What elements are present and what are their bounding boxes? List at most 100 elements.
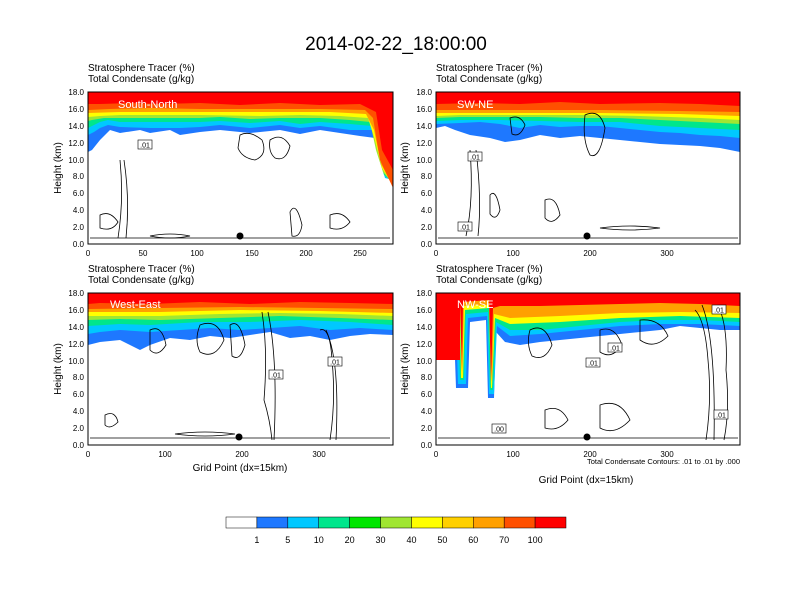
- y-tick-label: 14.0: [68, 122, 84, 131]
- x-tick-label: 250: [353, 249, 367, 258]
- panel-nw-se: Stratosphere Tracer (%) Total Condensate…: [400, 264, 741, 486]
- panel-variable-line2: Total Condensate (g/kg): [88, 275, 194, 286]
- contour-label: .01: [610, 346, 620, 353]
- tracer-band-5: [436, 293, 740, 385]
- y-tick-label: 2.0: [73, 424, 85, 433]
- panel-variable-line2: Total Condensate (g/kg): [436, 74, 542, 85]
- plot-frame: [87, 91, 394, 245]
- panel-variable-line1: Stratosphere Tracer (%): [88, 264, 195, 275]
- y-tick-label: 10.0: [416, 156, 432, 165]
- x-tick-label: 200: [235, 450, 249, 459]
- x-tick-label: 100: [190, 249, 204, 258]
- colorbar: 1 5 10 20 30 40 50 60 70 100: [225, 516, 567, 545]
- x-tick-label: 300: [312, 450, 326, 459]
- colorbar-label: 20: [345, 535, 355, 545]
- y-tick-label: 4.0: [421, 407, 433, 416]
- location-marker: [235, 433, 243, 441]
- panel-label: NW-SE: [457, 299, 493, 311]
- x-axis: 0 100 200 300: [434, 249, 674, 258]
- y-axis: 0.0 2.0 4.0 6.0 8.0 10.0 12.0 14.0 16.0 …: [416, 88, 432, 249]
- colorbar-swatch: [318, 516, 350, 529]
- contour-label-box: .01: [607, 342, 623, 353]
- contour-label: .01: [271, 373, 281, 380]
- panel-variable-line2: Total Condensate (g/kg): [436, 275, 542, 286]
- x-tick-label: 200: [583, 249, 597, 258]
- y-tick-label: 2.0: [73, 223, 85, 232]
- y-tick-label: 18.0: [68, 289, 84, 298]
- contour-label-box: .01: [137, 139, 153, 150]
- y-tick-label: 4.0: [421, 206, 433, 215]
- tracer-band-8: [436, 92, 740, 106]
- colorbar-swatch: [473, 516, 505, 529]
- x-axis: 0 100 200 300: [434, 450, 674, 459]
- y-tick-label: 16.0: [416, 306, 432, 315]
- y-tick-label: 0.0: [73, 240, 85, 249]
- x-tick-label: 0: [434, 249, 439, 258]
- y-tick-label: 12.0: [416, 139, 432, 148]
- y-tick-label: 8.0: [73, 373, 85, 382]
- x-axis-label: Grid Point (dx=15km): [193, 463, 288, 474]
- x-tick-label: 300: [660, 249, 674, 258]
- y-tick-label: 18.0: [416, 289, 432, 298]
- tracer-band-8: [88, 92, 393, 170]
- contour-label: .01: [716, 413, 726, 420]
- x-tick-label: 200: [299, 249, 313, 258]
- contour-label-box: .01: [585, 357, 601, 368]
- y-axis-label: Height (km): [53, 343, 64, 395]
- tracer-fold-left: [436, 302, 460, 360]
- y-tick-label: 14.0: [416, 323, 432, 332]
- colorbar-swatch: [225, 516, 258, 529]
- y-tick-label: 10.0: [68, 156, 84, 165]
- y-tick-label: 14.0: [68, 323, 84, 332]
- y-tick-label: 18.0: [68, 88, 84, 97]
- colorbar-label: 40: [406, 535, 416, 545]
- y-tick-label: 12.0: [68, 139, 84, 148]
- y-tick-label: 18.0: [416, 88, 432, 97]
- colorbar-label: 50: [437, 535, 447, 545]
- location-marker: [583, 232, 591, 240]
- colorbar-swatch: [349, 516, 381, 529]
- contour-label: .00: [494, 427, 504, 434]
- y-axis-label: Height (km): [53, 142, 64, 194]
- panel-variable-line2: Total Condensate (g/kg): [88, 74, 194, 85]
- contour-label-box: .01: [713, 409, 729, 420]
- x-axis: 0 50 100 150 200 250: [86, 249, 367, 258]
- y-tick-label: 6.0: [421, 189, 433, 198]
- x-tick-label: 100: [506, 450, 520, 459]
- plot-area: .01 .01: [88, 293, 393, 445]
- y-axis: 0.0 2.0 4.0 6.0 8.0 10.0 12.0 14.0 16.0 …: [416, 289, 432, 450]
- panel-sw-ne: Stratosphere Tracer (%) Total Condensate…: [400, 63, 741, 258]
- y-tick-label: 2.0: [421, 223, 433, 232]
- figure-title: 2014-02-22_18:00:00: [305, 34, 487, 55]
- colorbar-swatch: [380, 516, 412, 529]
- colorbar-swatch: [287, 516, 319, 529]
- panel-variable-line1: Stratosphere Tracer (%): [88, 63, 195, 74]
- colorbar-swatch: [534, 516, 567, 529]
- colorbar-swatch: [442, 516, 474, 529]
- y-tick-label: 12.0: [416, 340, 432, 349]
- panel-south-north: Stratosphere Tracer (%) Total Condensate…: [53, 63, 394, 258]
- y-tick-label: 10.0: [68, 357, 84, 366]
- y-tick-label: 0.0: [421, 240, 433, 249]
- contour-label: .01: [140, 143, 150, 150]
- contour-label: .01: [330, 360, 340, 367]
- panel-label: SW-NE: [457, 99, 493, 111]
- contour-label-box: .01: [467, 151, 483, 162]
- y-tick-label: 14.0: [416, 122, 432, 131]
- location-marker: [583, 433, 591, 441]
- x-tick-label: 150: [245, 249, 259, 258]
- colorbar-label: 60: [468, 535, 478, 545]
- panel-label: South-North: [118, 99, 177, 111]
- contour-info-note: Total Condensate Contours: .01 to .01 by…: [587, 457, 740, 466]
- colorbar-swatch: [411, 516, 443, 529]
- plot-area: .01: [88, 92, 393, 244]
- colorbar-label: 5: [285, 535, 290, 545]
- tracer-band-5: [88, 92, 393, 185]
- contour-label-box: .00: [491, 423, 507, 434]
- x-tick-label: 0: [86, 450, 91, 459]
- y-axis: 0.0 2.0 4.0 6.0 8.0 10.0 12.0 14.0 16.0 …: [68, 88, 84, 249]
- contour-label: .01: [588, 361, 598, 368]
- contour-label: .01: [714, 308, 724, 315]
- y-tick-label: 16.0: [68, 306, 84, 315]
- y-tick-label: 8.0: [73, 172, 85, 181]
